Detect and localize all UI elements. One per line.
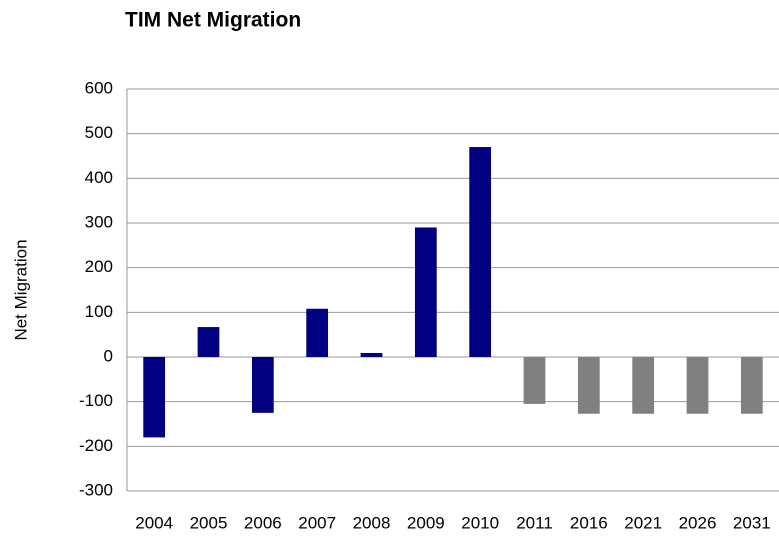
x-tick-label: 2026	[679, 513, 717, 532]
x-tick-label: 2010	[461, 513, 499, 532]
x-tick-label: 2031	[733, 513, 771, 532]
bar	[686, 357, 709, 414]
x-tick-label: 2021	[624, 513, 662, 532]
y-tick-label: 400	[85, 168, 113, 187]
chart-title: TIM Net Migration	[125, 9, 301, 32]
x-tick-label: 2005	[190, 513, 228, 532]
y-tick-label: -300	[79, 480, 113, 499]
bar	[740, 357, 763, 414]
y-tick-label: 100	[85, 302, 113, 321]
x-tick-label: 2007	[298, 513, 336, 532]
bar	[251, 357, 274, 413]
x-tick-label: 2009	[407, 513, 445, 532]
y-tick-label: 300	[85, 212, 113, 231]
bar	[306, 308, 329, 357]
bar	[414, 227, 437, 357]
bar	[577, 357, 600, 414]
y-tick-label: 0	[104, 346, 113, 365]
y-tick-label: 600	[85, 78, 113, 97]
x-tick-label: 2004	[135, 513, 173, 532]
bar	[197, 327, 220, 357]
bar	[523, 357, 546, 404]
x-tick-label: 2008	[353, 513, 391, 532]
bar	[143, 357, 166, 438]
y-tick-label: 500	[85, 123, 113, 142]
bar	[360, 352, 383, 357]
y-axis-label: Net Migration	[11, 239, 30, 340]
y-tick-label: 200	[85, 257, 113, 276]
bar	[469, 147, 492, 357]
y-tick-label: -200	[79, 436, 113, 455]
x-tick-label: 2011	[516, 513, 553, 532]
x-tick-label: 2016	[570, 513, 608, 532]
x-tick-label: 2006	[244, 513, 282, 532]
y-tick-label: -100	[79, 391, 113, 410]
bar	[632, 357, 655, 414]
